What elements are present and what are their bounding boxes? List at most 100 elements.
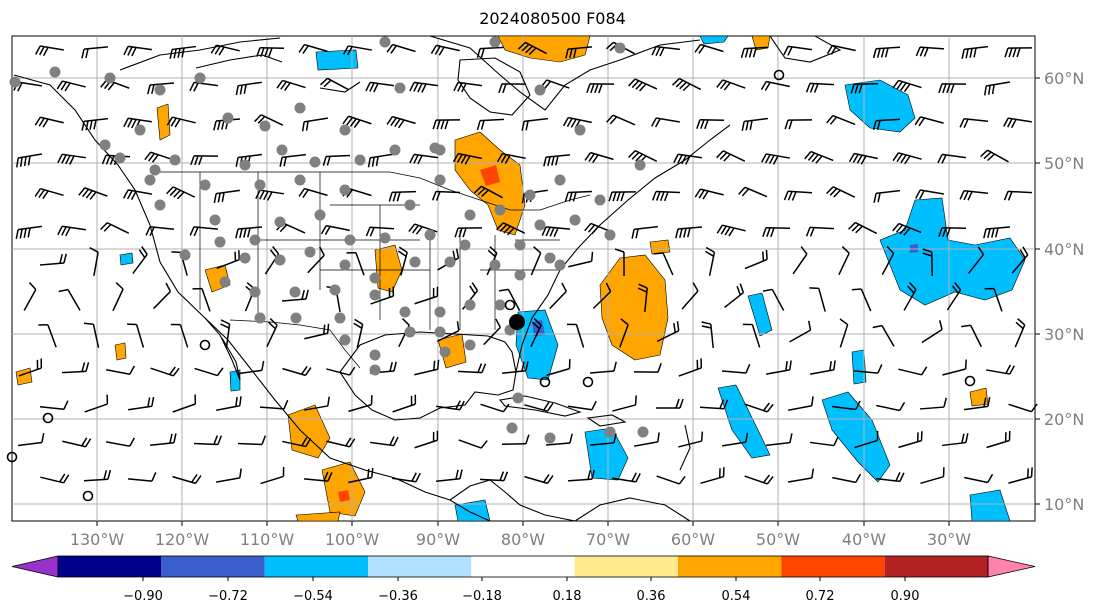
wind-barb xyxy=(414,430,439,449)
colorbar xyxy=(11,555,1036,578)
wind-barb xyxy=(964,396,991,411)
wind-barb xyxy=(1004,47,1033,58)
wind-barb xyxy=(705,246,716,276)
wind-barb xyxy=(546,359,571,377)
field-blob xyxy=(480,165,500,186)
wind-barb xyxy=(89,247,99,276)
wind-barb xyxy=(898,431,923,449)
station-marker xyxy=(369,364,381,376)
wind-barb xyxy=(699,399,729,410)
wind-barb xyxy=(724,283,745,309)
wind-barb xyxy=(479,471,509,482)
coastline-arctic-islands xyxy=(195,54,361,93)
wind-barb xyxy=(681,282,699,310)
wind-barb xyxy=(23,282,37,311)
wind-barb xyxy=(144,151,174,163)
station-marker xyxy=(544,252,556,264)
station-marker xyxy=(494,299,506,311)
wind-barb xyxy=(190,155,219,166)
wind-barb xyxy=(255,189,284,201)
wind-barb xyxy=(530,246,542,276)
wind-barb xyxy=(365,81,394,93)
wind-barb xyxy=(678,358,703,377)
wind-barb xyxy=(938,227,967,238)
wind-barb xyxy=(716,224,746,237)
station-marker xyxy=(214,236,226,248)
wind-barb xyxy=(501,361,529,375)
station-marker xyxy=(329,284,341,296)
coastline-canada-north xyxy=(119,35,701,111)
station-marker xyxy=(289,286,301,298)
wind-barb xyxy=(348,467,374,484)
station-marker xyxy=(222,112,234,124)
wind-barb xyxy=(1011,246,1029,274)
station-marker xyxy=(429,142,441,154)
wind-barb xyxy=(58,288,81,311)
wind-barb xyxy=(637,283,648,313)
wind-barb xyxy=(742,323,761,348)
wind-barb xyxy=(414,286,439,305)
wind-barb xyxy=(1008,403,1038,413)
wind-barb xyxy=(353,318,364,348)
wind-barb xyxy=(128,396,155,411)
station-marker xyxy=(179,249,191,261)
wind-barb xyxy=(298,43,328,54)
wind-barb xyxy=(892,79,922,93)
wind-barb xyxy=(984,287,1003,312)
wind-barb xyxy=(432,119,461,130)
wind-barb xyxy=(673,153,702,165)
wind-barb xyxy=(850,82,879,94)
wind-barb xyxy=(216,396,242,412)
latitude-label: 20°N xyxy=(1044,410,1084,429)
colorbar-segment xyxy=(781,556,885,577)
wind-barb xyxy=(788,468,815,483)
wind-barb xyxy=(1014,318,1026,348)
wind-barb xyxy=(1003,190,1033,201)
wind-barb xyxy=(810,436,839,447)
longitude-label: 80°W xyxy=(501,530,545,549)
wind-barb xyxy=(915,189,944,200)
wind-barb xyxy=(986,364,1015,375)
wind-barb xyxy=(653,252,674,276)
station-marker xyxy=(634,159,646,171)
wind-barb xyxy=(744,249,768,270)
coastline-hispaniola xyxy=(586,414,627,427)
wind-barb xyxy=(762,288,785,311)
wind-barbs xyxy=(13,41,1038,485)
colorbar-tick-label: −0.36 xyxy=(378,589,418,604)
wind-barb xyxy=(303,471,333,482)
wind-barb xyxy=(873,189,901,203)
wind-barb xyxy=(18,433,45,447)
wind-barb xyxy=(189,226,219,237)
coastline-hudson-bay xyxy=(457,57,531,116)
station-marker xyxy=(239,159,251,171)
wind-barb xyxy=(792,246,808,275)
wind-barb xyxy=(304,396,330,411)
wind-barb xyxy=(941,433,969,447)
wind-barb xyxy=(980,149,1009,163)
wind-barb xyxy=(237,435,267,446)
wind-barb xyxy=(452,152,482,165)
colorbar-segment xyxy=(884,556,988,577)
wind-barb xyxy=(919,397,947,410)
wind-barb xyxy=(346,251,365,276)
wind-barb xyxy=(964,473,994,484)
wind-barb xyxy=(132,246,148,275)
wind-barb xyxy=(256,46,285,58)
wind-barb xyxy=(848,152,878,165)
station-marker xyxy=(276,144,288,156)
wind-barb xyxy=(854,430,879,449)
station-marker xyxy=(404,326,416,338)
wind-barb xyxy=(307,246,325,274)
wind-barb xyxy=(694,43,724,54)
station-marker xyxy=(339,259,351,271)
wind-barb xyxy=(83,469,112,482)
wind-barb xyxy=(320,224,350,236)
wind-barb xyxy=(1003,117,1032,129)
field-blob xyxy=(717,384,771,459)
station-marker xyxy=(404,199,416,211)
wind-barb xyxy=(766,360,792,375)
station-marker xyxy=(154,199,166,211)
station-marker xyxy=(290,312,302,324)
station-marker xyxy=(394,82,406,94)
